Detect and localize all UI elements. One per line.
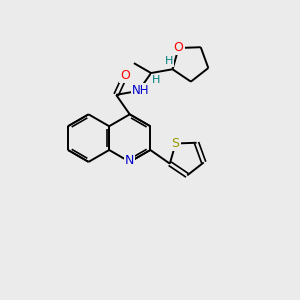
Text: S: S bbox=[172, 137, 180, 150]
Text: NH: NH bbox=[132, 84, 149, 98]
Text: O: O bbox=[120, 69, 130, 82]
Text: N: N bbox=[125, 154, 134, 167]
Text: O: O bbox=[174, 41, 184, 55]
Text: H: H bbox=[164, 56, 173, 66]
Text: H: H bbox=[152, 75, 160, 85]
